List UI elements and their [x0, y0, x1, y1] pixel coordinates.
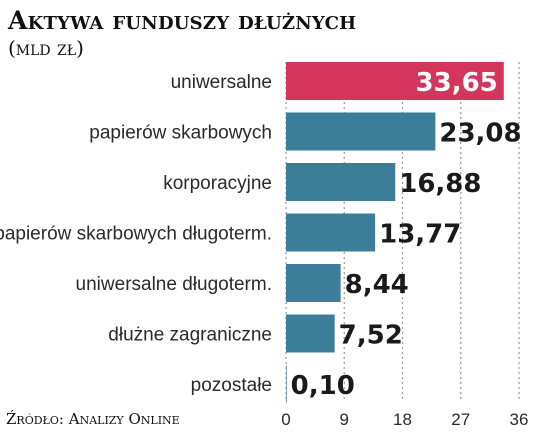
bar [286, 264, 341, 302]
value-label: 7,52 [339, 321, 403, 351]
value-label: 0,10 [291, 371, 355, 401]
bar [286, 213, 376, 252]
category-label: papierów skarbowych [89, 123, 272, 144]
category-label: papierów skarbowych długoterm. [0, 224, 272, 245]
bar [286, 163, 396, 201]
x-tick-label: 18 [393, 410, 412, 429]
x-tick-label: 0 [281, 410, 290, 429]
value-label: 13,77 [379, 220, 461, 250]
bar [286, 112, 436, 151]
value-label: 23,08 [439, 119, 521, 149]
value-label: 16,88 [399, 169, 481, 199]
x-tick-label: 9 [340, 410, 349, 429]
bar [286, 314, 335, 353]
x-tick-label: 36 [510, 410, 529, 429]
chart-subtitle: (mld zł) [8, 36, 84, 60]
category-label: uniwersalne długoterm. [76, 274, 272, 295]
category-label: pozostałe [191, 375, 272, 396]
value-label: 8,44 [345, 270, 409, 300]
chart-title: Aktywa funduszy dłużnych [8, 6, 357, 35]
category-label: uniwersalne [171, 72, 272, 93]
category-label: korporacyjne [163, 173, 272, 194]
bar [286, 62, 504, 100]
category-label: dłużne zagraniczne [108, 325, 272, 346]
bar [286, 365, 287, 403]
value-label: 33,65 [416, 68, 498, 98]
source-note: Źródło: Analizy Online [6, 410, 180, 428]
x-tick-label: 27 [451, 410, 470, 429]
